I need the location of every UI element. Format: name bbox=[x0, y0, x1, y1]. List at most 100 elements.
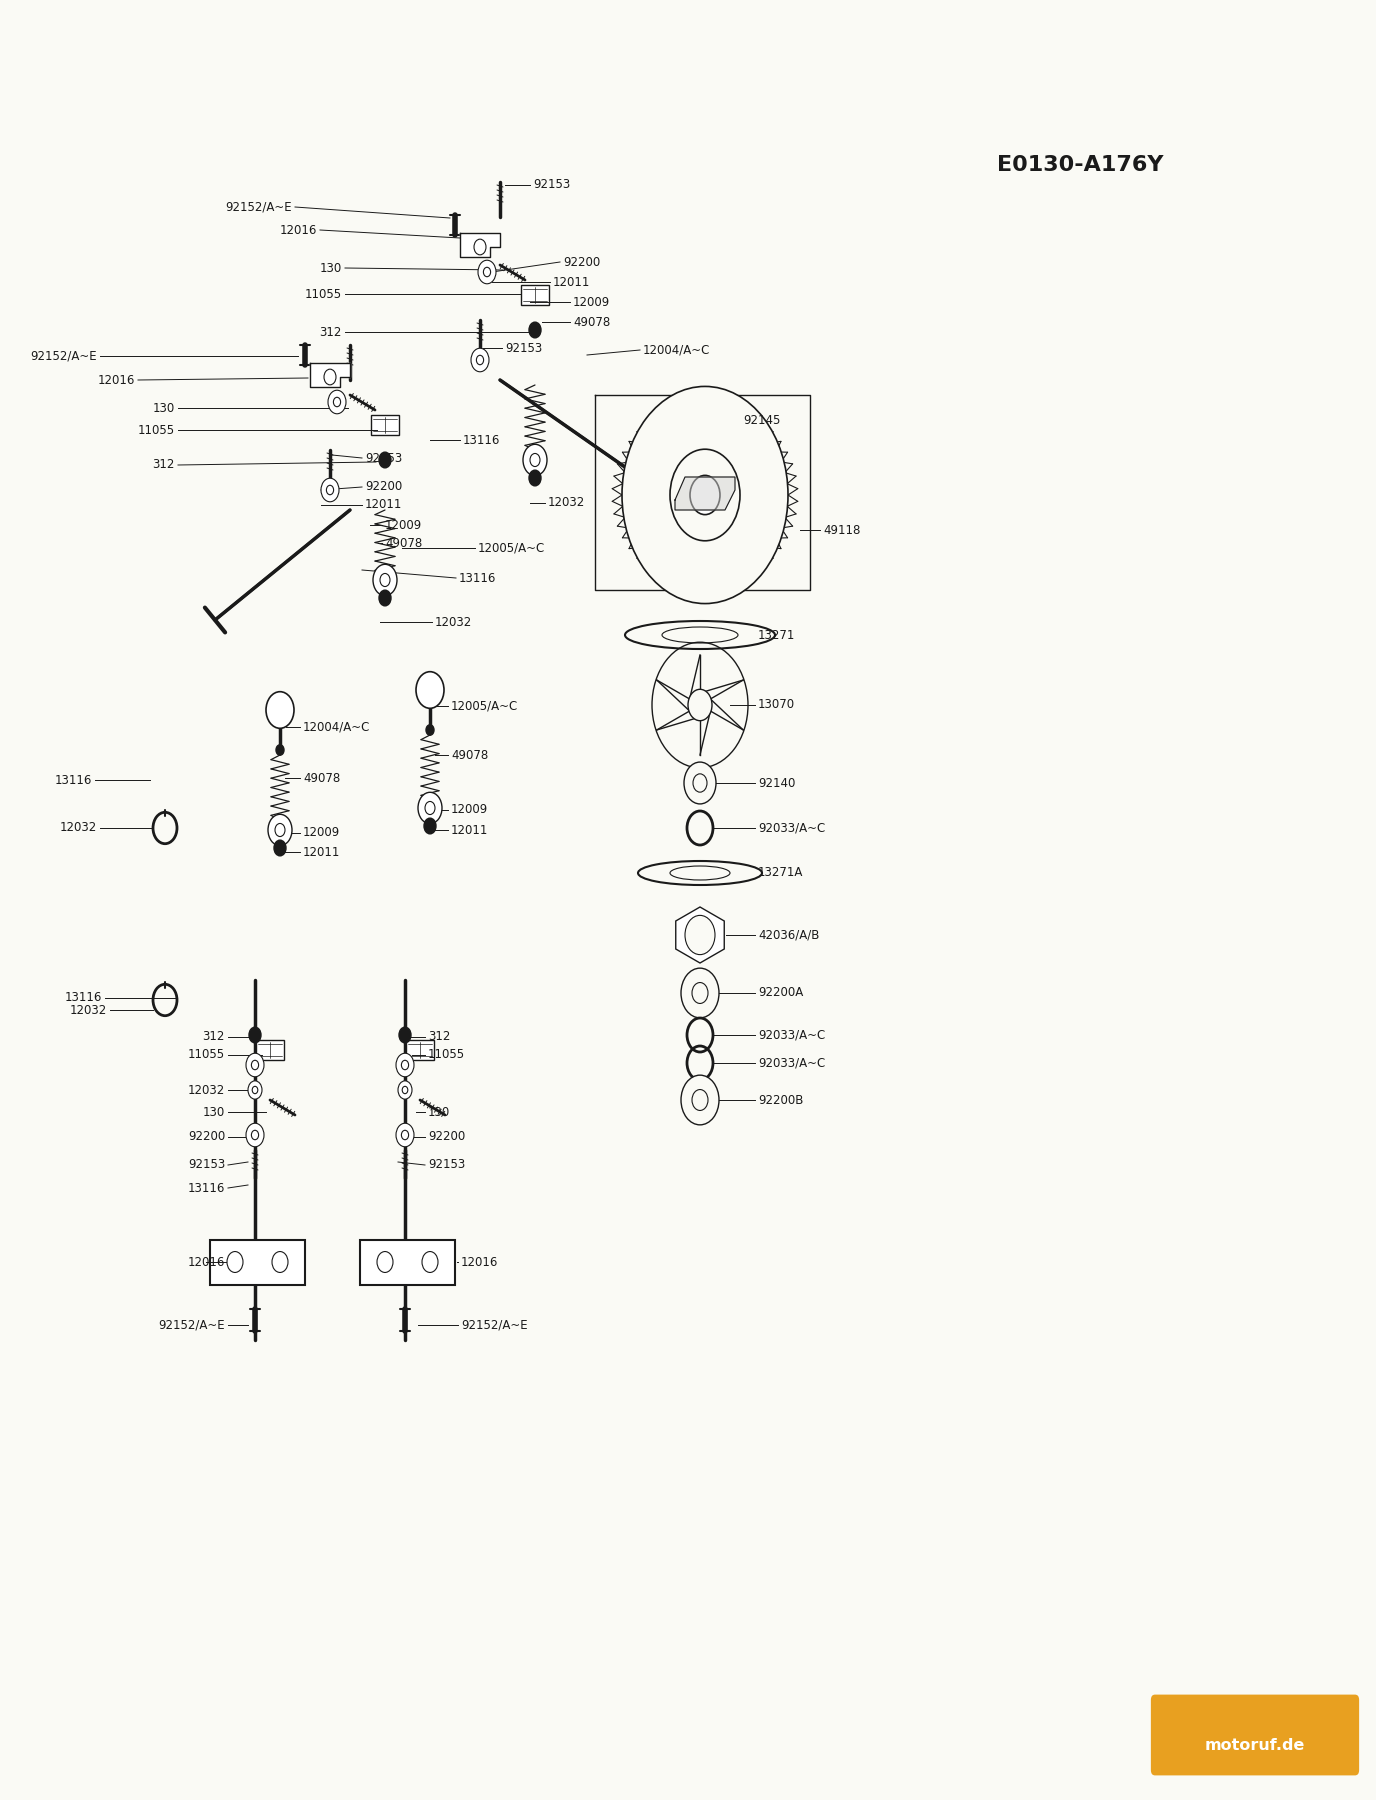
Text: 92152/A~E: 92152/A~E bbox=[158, 1318, 226, 1332]
Circle shape bbox=[425, 801, 435, 815]
Circle shape bbox=[692, 983, 709, 1003]
Circle shape bbox=[398, 1080, 411, 1100]
Text: 12016: 12016 bbox=[279, 223, 316, 236]
Text: 92145: 92145 bbox=[743, 414, 780, 427]
Text: 92152/A~E: 92152/A~E bbox=[461, 1318, 527, 1332]
Circle shape bbox=[402, 1130, 409, 1139]
Text: 92153: 92153 bbox=[533, 178, 570, 191]
Text: 92152/A~E: 92152/A~E bbox=[30, 349, 96, 362]
Circle shape bbox=[523, 445, 548, 475]
Text: 92200: 92200 bbox=[187, 1130, 226, 1143]
Circle shape bbox=[252, 1060, 259, 1069]
Circle shape bbox=[684, 761, 716, 805]
Text: 12011: 12011 bbox=[553, 275, 590, 288]
Text: 12011: 12011 bbox=[451, 824, 488, 837]
Text: 12016: 12016 bbox=[187, 1256, 226, 1269]
Text: 92033/A~C: 92033/A~C bbox=[758, 821, 826, 835]
FancyBboxPatch shape bbox=[1150, 1694, 1359, 1775]
Text: 92153: 92153 bbox=[365, 452, 402, 464]
Text: 13070: 13070 bbox=[758, 698, 795, 711]
Text: 312: 312 bbox=[428, 1030, 450, 1044]
Circle shape bbox=[277, 745, 283, 756]
Text: E0130-A176Y: E0130-A176Y bbox=[996, 155, 1163, 175]
Text: 11055: 11055 bbox=[138, 423, 175, 437]
Circle shape bbox=[327, 391, 345, 414]
Circle shape bbox=[622, 387, 788, 603]
Circle shape bbox=[688, 689, 711, 720]
Text: 12011: 12011 bbox=[303, 846, 340, 859]
Circle shape bbox=[399, 1028, 411, 1042]
Circle shape bbox=[689, 475, 720, 515]
Text: 12004/A~C: 12004/A~C bbox=[303, 720, 370, 734]
Text: 312: 312 bbox=[153, 459, 175, 472]
Text: 12016: 12016 bbox=[98, 374, 135, 387]
Text: 12009: 12009 bbox=[385, 518, 422, 531]
Circle shape bbox=[333, 398, 341, 407]
Circle shape bbox=[227, 1251, 244, 1273]
Text: motoruf.de: motoruf.de bbox=[1205, 1737, 1306, 1753]
Bar bbox=[256, 1040, 283, 1060]
Circle shape bbox=[528, 470, 541, 486]
Text: 12011: 12011 bbox=[365, 499, 402, 511]
Text: 312: 312 bbox=[202, 1030, 226, 1044]
Circle shape bbox=[473, 239, 486, 256]
Bar bbox=[211, 1240, 305, 1285]
Circle shape bbox=[252, 1130, 259, 1139]
Text: 49078: 49078 bbox=[451, 749, 488, 761]
Text: 12009: 12009 bbox=[572, 295, 610, 308]
Circle shape bbox=[396, 1123, 414, 1147]
Circle shape bbox=[692, 1089, 709, 1111]
Ellipse shape bbox=[625, 621, 775, 650]
Text: 49078: 49078 bbox=[572, 315, 610, 328]
Text: 11055: 11055 bbox=[189, 1048, 226, 1062]
Circle shape bbox=[402, 1087, 407, 1094]
Text: 92200: 92200 bbox=[365, 481, 402, 493]
Circle shape bbox=[323, 369, 336, 385]
Text: 92033/A~C: 92033/A~C bbox=[758, 1057, 826, 1069]
Circle shape bbox=[424, 819, 436, 833]
Circle shape bbox=[248, 1080, 261, 1100]
Text: 92200B: 92200B bbox=[758, 1094, 804, 1107]
Text: 92200: 92200 bbox=[428, 1130, 465, 1143]
Circle shape bbox=[275, 823, 285, 837]
Text: 49078: 49078 bbox=[303, 772, 340, 785]
Text: 13116: 13116 bbox=[55, 774, 92, 787]
Circle shape bbox=[373, 565, 398, 596]
Text: 42036/A/B: 42036/A/B bbox=[758, 929, 819, 941]
Circle shape bbox=[477, 261, 495, 284]
Circle shape bbox=[681, 968, 720, 1017]
Circle shape bbox=[321, 479, 338, 502]
Circle shape bbox=[268, 814, 292, 846]
Circle shape bbox=[378, 590, 391, 607]
Text: 12005/A~C: 12005/A~C bbox=[477, 542, 545, 554]
Text: 12032: 12032 bbox=[59, 821, 96, 835]
Circle shape bbox=[427, 725, 433, 734]
Text: 130: 130 bbox=[153, 401, 175, 414]
Bar bbox=[372, 416, 399, 436]
Text: 11055: 11055 bbox=[428, 1048, 465, 1062]
Text: 130: 130 bbox=[202, 1105, 226, 1118]
Text: 11055: 11055 bbox=[305, 288, 343, 301]
Circle shape bbox=[377, 1251, 394, 1273]
Polygon shape bbox=[460, 232, 499, 257]
Text: 92200A: 92200A bbox=[758, 986, 804, 999]
Circle shape bbox=[402, 1060, 409, 1069]
Text: 92153: 92153 bbox=[428, 1159, 465, 1172]
Text: 92140: 92140 bbox=[758, 776, 795, 790]
Circle shape bbox=[483, 266, 491, 277]
Circle shape bbox=[249, 1028, 261, 1042]
Polygon shape bbox=[676, 907, 724, 963]
Text: 13116: 13116 bbox=[65, 992, 102, 1004]
Text: 13116: 13116 bbox=[187, 1181, 226, 1195]
Circle shape bbox=[272, 1251, 288, 1273]
Text: 12005/A~C: 12005/A~C bbox=[451, 700, 519, 713]
Polygon shape bbox=[676, 477, 735, 509]
Text: 12009: 12009 bbox=[303, 826, 340, 839]
Circle shape bbox=[266, 691, 294, 729]
Circle shape bbox=[681, 1075, 720, 1125]
Circle shape bbox=[471, 347, 488, 373]
Text: 12016: 12016 bbox=[461, 1256, 498, 1269]
Text: 12032: 12032 bbox=[187, 1084, 226, 1096]
Bar bbox=[522, 284, 549, 304]
Text: 13116: 13116 bbox=[462, 434, 501, 446]
